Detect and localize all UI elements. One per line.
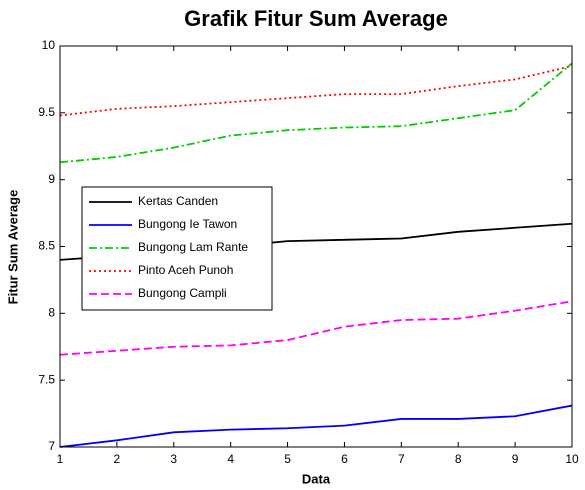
y-tick-label: 9.5 [38, 105, 55, 119]
x-tick-label: 4 [227, 452, 234, 466]
x-tick-label: 5 [284, 452, 291, 466]
legend-label: Bungong Campli [138, 286, 227, 300]
series-line [59, 62, 573, 164]
x-tick-label: 3 [170, 452, 177, 466]
legend-box [81, 186, 273, 311]
legend-label: Kertas Canden [138, 194, 218, 208]
series-line [59, 404, 573, 448]
y-axis-label: Fitur Sum Average [5, 190, 20, 305]
x-tick-label: 1 [57, 452, 64, 466]
series-line [59, 65, 573, 117]
x-tick-label: 2 [114, 452, 121, 466]
legend-label: Pinto Aceh Punoh [138, 263, 233, 277]
legend-label: Bungong Lam Rante [138, 240, 248, 254]
x-tick-label: 6 [341, 452, 348, 466]
x-tick-label: 9 [512, 452, 519, 466]
y-tick-label: 8 [48, 306, 55, 320]
y-tick-label: 10 [42, 38, 56, 52]
y-tick-label: 8.5 [38, 239, 55, 253]
y-tick-label: 9 [48, 172, 55, 186]
x-tick-label: 8 [455, 452, 462, 466]
plot-frame [59, 45, 573, 448]
x-tick-label: 7 [398, 452, 405, 466]
y-tick-label: 7.5 [38, 372, 55, 386]
series-line [59, 300, 573, 356]
chart-title: Grafik Fitur Sum Average [184, 6, 448, 31]
legend-label: Bungong Ie Tawon [138, 217, 237, 231]
y-tick-label: 7 [48, 439, 55, 453]
x-tick-label: 10 [565, 452, 579, 466]
x-axis-label: Data [302, 471, 331, 486]
